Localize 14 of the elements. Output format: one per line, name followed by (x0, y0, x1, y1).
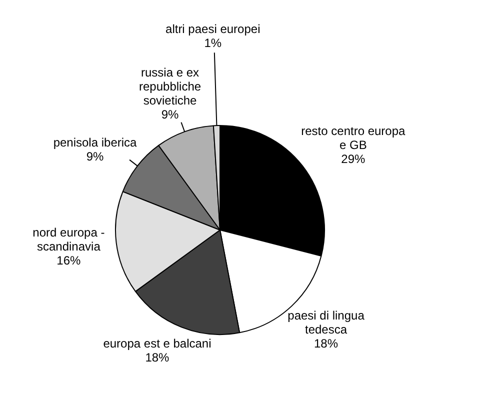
data-label: 29% (341, 152, 366, 166)
data-label: 9% (161, 107, 180, 122)
slice-label: penisola iberica (53, 135, 138, 150)
data-label: 18% (314, 336, 338, 351)
slice-label: europa est e balcani (103, 336, 212, 351)
data-label: 18% (145, 350, 170, 365)
data-label: 16% (56, 254, 82, 268)
slice-label: paesi di lingua tedesca (288, 308, 365, 337)
slice-label: altri paesi europei (166, 22, 260, 36)
slice-label: resto centro europa e GB (301, 124, 406, 152)
data-label: 9% (86, 149, 104, 164)
slice-label: russia e ex repubbliche sovietiche (139, 65, 202, 108)
data-label: 1% (204, 36, 222, 50)
slice-label: nord europa - scandinavia (32, 226, 105, 254)
